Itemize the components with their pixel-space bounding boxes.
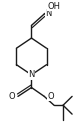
Text: N: N — [45, 9, 51, 18]
Text: OH: OH — [48, 2, 61, 11]
Text: O: O — [8, 92, 15, 101]
Text: N: N — [28, 70, 35, 79]
Text: O: O — [47, 92, 54, 101]
